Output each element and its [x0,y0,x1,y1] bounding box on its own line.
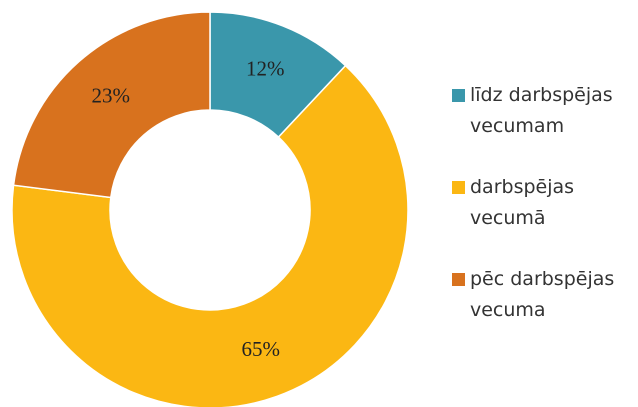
legend-item: līdz darbspējas vecumam [452,80,638,142]
donut-segment [12,11,211,199]
legend-item: darbspējas vecumā [452,172,638,234]
legend-label: darbspējas vecumā [470,176,575,229]
legend-item: pēc darbspējas vecuma [452,264,638,326]
data-label: 12% [246,56,285,80]
data-label: 23% [92,83,131,107]
legend-swatch [452,273,465,286]
legend-swatch [452,89,465,102]
legend-label: pēc darbspējas vecuma [470,268,615,321]
legend-label: līdz darbspējas vecumam [470,84,613,137]
donut-segment [11,64,409,407]
data-label: 65% [242,337,281,361]
legend-swatch [452,181,465,194]
legend: līdz darbspējas vecumam darbspējas vecumā… [452,80,638,356]
